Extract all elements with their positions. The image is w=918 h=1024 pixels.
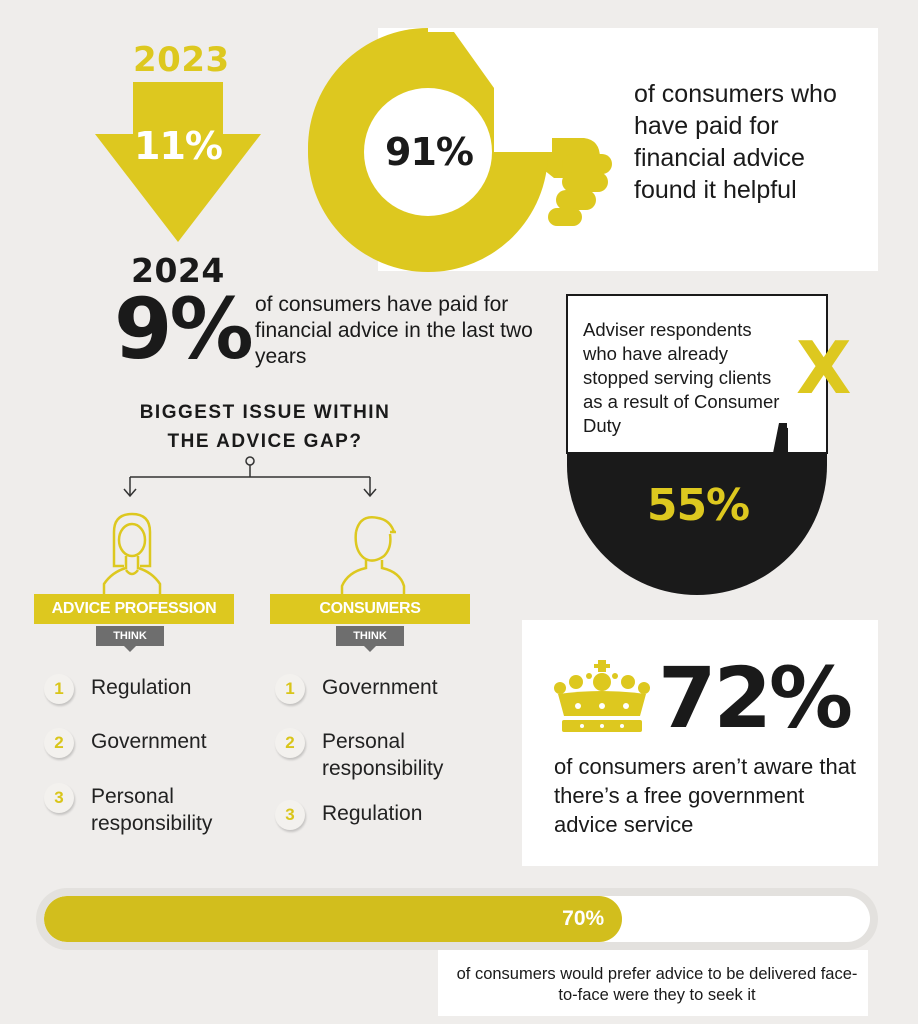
consumers-banner: CONSUMERS	[270, 594, 470, 624]
list-item: 3 Personal responsibility	[44, 783, 261, 837]
progress-label: 70%	[562, 907, 605, 930]
pct-2023: 11%	[134, 124, 223, 168]
list-item: 2 Government	[44, 728, 207, 758]
list-item-label: Regulation	[322, 802, 423, 825]
adviser-card-description: Adviser respondents who have already sto…	[583, 319, 780, 436]
woman-person-icon	[102, 512, 162, 596]
progress-description-card	[438, 950, 868, 1016]
issue-title: BIGGEST ISSUE WITHIN THE ADVICE GAP?	[110, 398, 420, 456]
list-item: 2 Personal responsibility	[275, 728, 492, 782]
list-item: 3 Regulation	[275, 800, 422, 830]
list-item-label: Personal responsibility	[91, 785, 213, 835]
year-2023: 2023	[133, 40, 230, 80]
crown-card-description: of consumers aren’t aware that there’s a…	[554, 754, 857, 837]
pct-2024-description: of consumers have paid for financial adv…	[255, 293, 533, 368]
thumb-card-pct: 91%	[385, 130, 474, 174]
list-item-label: Government	[91, 730, 207, 753]
thumbs-up-donut-icon	[308, 28, 612, 272]
rank-badge: 1	[275, 674, 305, 704]
progress-bar: 70%	[44, 896, 870, 942]
crown-icon	[554, 660, 650, 732]
down-arrow-icon	[95, 82, 261, 242]
progress-fill: 70%	[44, 896, 623, 942]
list-item: 1 Regulation	[44, 674, 191, 704]
list-item: 1 Government	[275, 674, 438, 704]
issue-title-line1: BIGGEST ISSUE WITHIN	[139, 402, 391, 423]
rank-badge: 3	[275, 800, 305, 830]
advice-profession-think-tag: THINK	[96, 626, 164, 652]
list-item-label: Personal responsibility	[322, 730, 444, 780]
progress-description: of consumers would prefer advice to be d…	[456, 965, 858, 1004]
crown-card-pct: 72%	[658, 649, 853, 747]
rank-badge: 2	[275, 728, 305, 758]
thumb-card-description: of consumers who have paid for financial…	[634, 80, 837, 204]
adviser-card-pct: 55%	[646, 480, 750, 531]
man-person-icon	[340, 516, 406, 596]
adviser-card-shape	[566, 294, 828, 595]
list-item-label: Regulation	[91, 676, 192, 699]
pct-2024: 9%	[114, 280, 254, 378]
rank-badge: 1	[44, 674, 74, 704]
crown-card	[522, 620, 878, 866]
consumers-think-tag: THINK	[336, 626, 404, 652]
x-mark-icon: X	[796, 326, 852, 410]
rank-badge: 2	[44, 728, 74, 758]
rank-badge: 3	[44, 783, 74, 813]
branch-connector	[123, 456, 377, 498]
list-item-label: Government	[322, 676, 438, 699]
year-2024: 2024	[131, 251, 225, 290]
advice-profession-banner: ADVICE PROFESSION	[34, 594, 234, 624]
issue-title-line2: THE ADVICE GAP?	[167, 431, 363, 452]
